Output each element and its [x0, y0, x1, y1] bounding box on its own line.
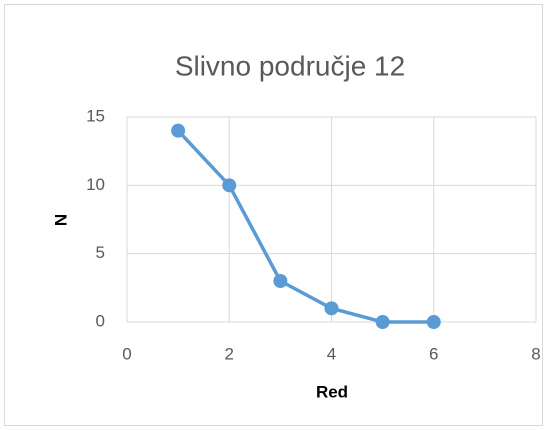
x-tick-label: 0: [122, 344, 131, 363]
chart-title: Slivno područje 12: [175, 50, 405, 81]
chart-frame: [4, 4, 543, 426]
y-tick-label: 5: [96, 243, 105, 262]
y-axis-label: N: [51, 214, 70, 226]
data-point: [324, 301, 339, 316]
data-point: [273, 274, 288, 288]
series-line: [176, 129, 434, 324]
y-tick-label: 0: [96, 311, 105, 330]
x-tick-label: 6: [429, 344, 438, 363]
data-point: [375, 315, 390, 329]
data-point: [222, 178, 237, 193]
x-axis-label: Red: [316, 382, 348, 401]
x-tick-label: 4: [327, 344, 336, 363]
data-point: [426, 315, 441, 329]
data-point: [171, 123, 186, 138]
x-tick-label: 8: [531, 344, 540, 363]
y-tick-label: 10: [86, 175, 105, 194]
y-tick-label: 15: [86, 106, 105, 125]
x-tick-label: 2: [225, 344, 234, 363]
